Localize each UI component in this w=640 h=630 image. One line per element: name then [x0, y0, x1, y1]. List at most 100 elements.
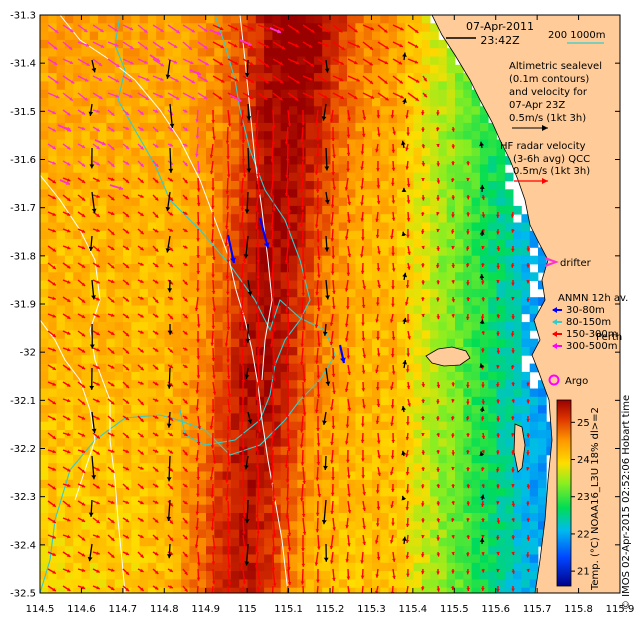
sst-cell — [297, 322, 306, 331]
sst-cell — [156, 529, 165, 539]
sst-cell — [430, 371, 439, 381]
hf-velocity-arrow-head — [125, 264, 129, 268]
sst-cell — [164, 554, 174, 564]
sst-cell — [479, 529, 489, 539]
sst-cell — [421, 355, 431, 364]
sst-cell — [106, 81, 116, 91]
sst-cell — [280, 81, 290, 91]
sst-cell — [181, 122, 190, 132]
sst-cell — [73, 297, 82, 306]
sst-cell — [264, 114, 273, 124]
hf-velocity-arrow-head — [81, 163, 86, 167]
sst-cell — [81, 164, 91, 174]
sst-cell — [521, 330, 531, 340]
hf-velocity-arrow-head — [211, 274, 215, 278]
sst-cell — [131, 98, 140, 107]
sst-cell — [197, 521, 207, 530]
sst-cell — [48, 73, 57, 82]
sst-cell — [479, 562, 489, 572]
sst-cell — [89, 164, 99, 174]
sst-cell — [504, 396, 514, 406]
hf-velocity-arrow-head — [234, 61, 238, 65]
sst-cell — [421, 264, 431, 273]
hf-velocity-arrow-head — [481, 263, 485, 267]
sst-cell — [239, 73, 248, 82]
sst-cell — [430, 587, 439, 593]
sst-cell — [40, 172, 49, 182]
sst-cell — [396, 380, 406, 389]
sst-cell — [123, 305, 132, 315]
sst-cell — [313, 98, 323, 107]
sst-cell — [264, 471, 273, 481]
sst-cell — [463, 537, 472, 547]
sst-cell — [430, 222, 439, 232]
sst-cell — [48, 579, 57, 589]
sst-cell — [230, 571, 240, 580]
sst-cell — [114, 23, 124, 32]
sst-cell — [446, 230, 456, 240]
hf-velocity-arrow-head — [399, 80, 403, 84]
hf-velocity-arrow-head — [218, 96, 223, 100]
sst-cell — [264, 81, 273, 91]
sst-cell — [89, 73, 99, 82]
sst-cell — [156, 546, 165, 555]
sst-cell — [272, 405, 282, 414]
sst-cell — [98, 405, 107, 414]
hf-velocity-arrow-head — [301, 259, 305, 263]
sst-cell — [438, 81, 448, 91]
sst-cell — [496, 197, 506, 207]
hf-velocity-arrow-head — [81, 144, 86, 148]
hf-velocity-arrow-head — [140, 179, 144, 183]
sst-cell — [197, 513, 207, 522]
sst-cell — [513, 521, 522, 530]
sst-cell — [372, 479, 381, 489]
hf-velocity-arrow-head — [100, 44, 105, 48]
sst-cell — [413, 280, 423, 290]
sst-cell — [64, 139, 74, 149]
sst-cell — [214, 98, 223, 107]
sst-cell — [322, 322, 331, 331]
hf-velocity-arrow-head — [347, 219, 351, 223]
sst-cell — [372, 122, 381, 132]
sst-cell — [89, 239, 99, 248]
sst-cell — [289, 139, 298, 149]
sst-cell — [455, 479, 464, 489]
sst-cell — [206, 48, 215, 57]
sst-cell — [222, 363, 232, 373]
sst-cell — [529, 504, 539, 514]
sst-cell — [363, 172, 373, 182]
sst-cell — [230, 513, 240, 522]
sst-cell — [255, 288, 265, 298]
sst-cell — [81, 513, 91, 522]
sst-cell — [338, 64, 348, 74]
sst-cell — [446, 181, 456, 190]
sst-cell — [139, 189, 149, 198]
sst-cell — [131, 56, 140, 66]
hf-velocity-arrow-head — [211, 205, 215, 209]
sst-cell — [239, 513, 248, 522]
hf-velocity-arrow-head — [154, 197, 159, 201]
hf-velocity-arrow-head — [239, 122, 244, 127]
hf-velocity-arrow-head — [340, 95, 344, 99]
sst-cell — [396, 114, 406, 124]
sst-cell — [197, 73, 207, 82]
sst-cell — [513, 322, 522, 331]
sst-cell — [372, 255, 381, 265]
sst-cell — [197, 31, 207, 41]
sst-cell — [355, 313, 365, 323]
sst-cell — [81, 156, 91, 165]
sst-cell — [330, 438, 340, 447]
sst-cell — [114, 587, 124, 593]
hf-velocity-arrow-head — [96, 162, 100, 166]
sst-cell — [446, 214, 456, 223]
sst-cell — [40, 214, 49, 223]
sst-cell — [172, 554, 182, 564]
sst-cell — [496, 214, 506, 223]
sst-cell — [438, 471, 448, 481]
sst-cell — [40, 438, 49, 447]
sst-cell — [56, 23, 66, 32]
sst-cell — [338, 288, 348, 298]
sst-cell — [189, 546, 199, 555]
sst-cell — [496, 355, 506, 364]
sst-cell — [488, 413, 497, 423]
